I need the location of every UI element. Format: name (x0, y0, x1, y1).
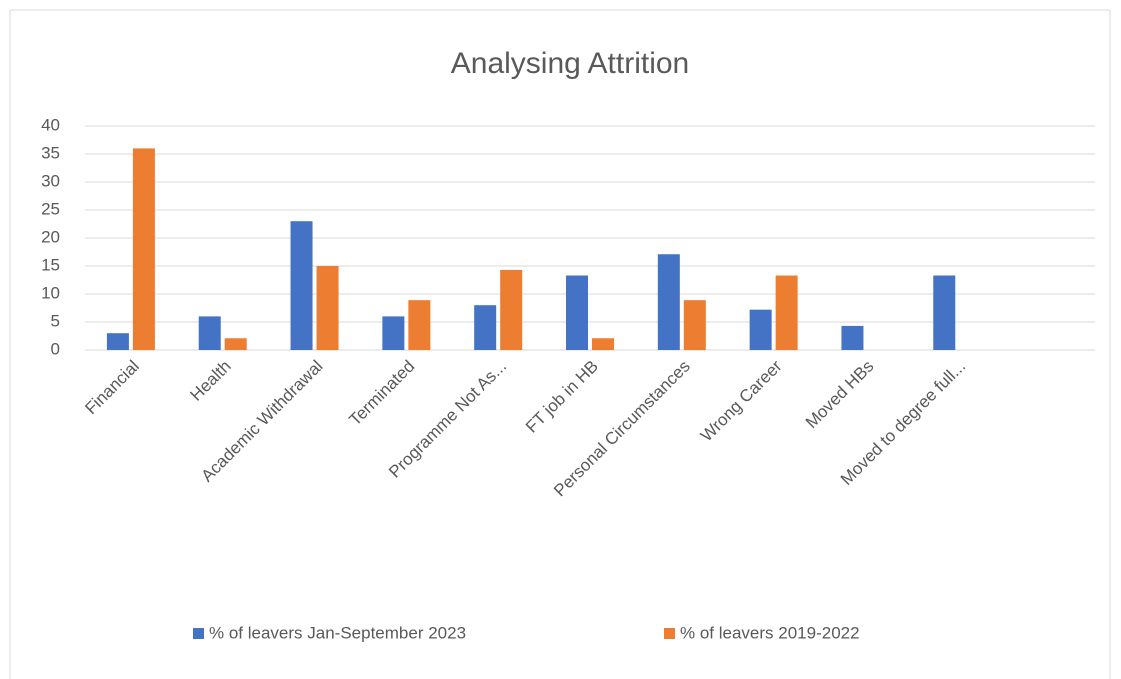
y-tick-label: 15 (41, 255, 60, 274)
bar (198, 316, 221, 350)
bar (775, 275, 798, 350)
legend-label: % of leavers 2019-2022 (680, 623, 860, 642)
bar (290, 221, 313, 350)
bar (657, 254, 680, 350)
bar (474, 305, 497, 350)
legend-label: % of leavers Jan-September 2023 (209, 623, 466, 642)
y-tick-label: 30 (41, 171, 60, 190)
bar (408, 300, 431, 350)
chart-title: Analysing Attrition (451, 47, 689, 80)
bar (106, 333, 129, 350)
bar (933, 275, 956, 350)
y-tick-label: 5 (51, 311, 60, 330)
bar (566, 275, 588, 350)
bar (500, 269, 523, 350)
y-tick-label: 40 (41, 115, 60, 134)
y-tick-label: 35 (41, 143, 60, 162)
legend-swatch (193, 628, 204, 639)
bar (316, 266, 339, 350)
y-tick-label: 25 (41, 199, 60, 218)
y-tick-label: 10 (41, 283, 60, 302)
bar (592, 338, 614, 350)
bar (749, 309, 772, 350)
bar (224, 338, 247, 350)
y-tick-label: 20 (41, 227, 60, 246)
chart-frame (9, 9, 1111, 679)
bar (683, 300, 706, 350)
y-tick-label: 0 (51, 339, 60, 358)
bar (382, 316, 405, 350)
bar (132, 148, 155, 350)
legend-swatch (664, 628, 675, 639)
bar (841, 325, 864, 350)
